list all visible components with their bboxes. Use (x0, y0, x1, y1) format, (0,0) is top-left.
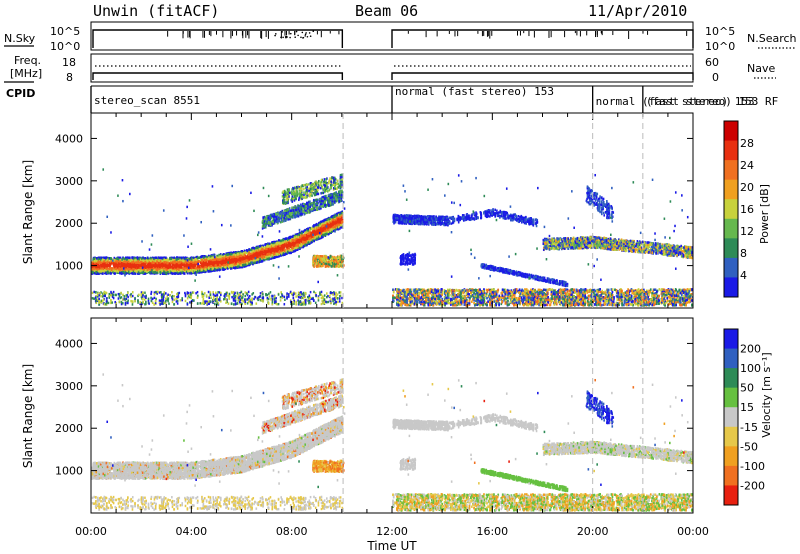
power-echo (193, 258, 196, 262)
power-echo (169, 259, 171, 263)
power-echo (109, 260, 111, 264)
power-echo (138, 266, 140, 269)
power-echo (194, 256, 196, 260)
power-echo (313, 234, 316, 237)
power-echo (227, 254, 230, 258)
power-echo (92, 260, 94, 263)
nave-label: Nave (747, 62, 775, 75)
freq-panel (90, 53, 694, 83)
power-echo (270, 257, 272, 260)
noise-left-tick-top: 10^5 (50, 25, 80, 38)
power-echo (182, 256, 185, 259)
cpid-segment-label: normal (fast stereo) 153 (395, 85, 554, 98)
power-echo (186, 256, 188, 260)
power-echo (170, 261, 172, 265)
power-echo (219, 253, 222, 256)
freq-left-tick-top: 18 (62, 56, 76, 69)
power-echo (265, 243, 268, 246)
power-echo (93, 266, 95, 269)
power-echo (215, 268, 218, 272)
cpid-segment-label: normal (fast stereo) 153 (596, 95, 755, 108)
power-echo (328, 223, 331, 226)
power-echo (176, 272, 178, 275)
power-echo (221, 264, 223, 267)
power-echo (212, 269, 214, 272)
power-echo (329, 226, 331, 229)
power-echo (292, 250, 294, 253)
power-echo (205, 270, 207, 273)
freq-left-label-1: Freq. (14, 54, 41, 67)
power-echo (285, 251, 288, 254)
cpid-row: stereo_scan 8551 normal (fast stereo) 153… (90, 85, 778, 113)
freq-right-tick-top: 60 (705, 56, 719, 69)
power-echo (277, 243, 280, 246)
power-echo (341, 225, 343, 228)
power-echo (264, 246, 267, 250)
power-echo (269, 247, 272, 250)
noise-left-tick-bottom: 10^0 (50, 40, 80, 53)
power-echo (314, 223, 317, 227)
noise-right-tick-bottom: 10^0 (705, 40, 735, 53)
power-echo (308, 233, 310, 236)
radar-title: Unwin (fitACF) (93, 2, 219, 20)
power-echo (244, 249, 246, 253)
power-echo (95, 261, 98, 265)
power-echo (296, 248, 299, 252)
power-echo (114, 263, 116, 266)
power-echo (215, 267, 218, 270)
power-echo (136, 272, 139, 275)
power-echo (306, 238, 309, 242)
power-echo (221, 253, 224, 257)
power-echo (164, 270, 166, 273)
noise-right-label: N.Search (747, 32, 797, 45)
power-echo (197, 267, 199, 271)
power-echo (197, 258, 199, 262)
cpid-segment-label: (fast stereo) 153 RF (646, 95, 778, 108)
freq-left-label-2: [MHz] (10, 67, 42, 80)
power-echo (240, 265, 243, 269)
noise-right-tick-top: 10^5 (705, 25, 735, 38)
noise-left-label: N.Sky (4, 32, 36, 45)
power-echo (190, 268, 193, 271)
power-echo (316, 227, 319, 231)
power-echo (217, 268, 219, 271)
noise-panel (90, 21, 694, 51)
power-echo (241, 265, 244, 269)
power-echo (231, 267, 233, 270)
power-echo (286, 246, 289, 250)
freq-left-tick-bottom: 8 (66, 71, 73, 84)
power-echo (148, 270, 150, 274)
power-echo (151, 269, 154, 273)
power-echo (292, 249, 295, 252)
power-echo (289, 251, 291, 255)
power-echo (218, 260, 221, 264)
power-echo (298, 237, 301, 241)
power-echo (328, 225, 331, 228)
cpid-label: CPID (6, 87, 35, 100)
power-echo (118, 259, 120, 263)
power-echo (341, 210, 344, 213)
power-echo (300, 246, 303, 249)
beam-title: Beam 06 (355, 2, 418, 20)
power-echo (242, 250, 244, 254)
power-echo (234, 266, 236, 270)
power-echo (340, 218, 343, 221)
power-echo (236, 258, 239, 261)
power-echo (157, 256, 160, 259)
power-echo (276, 240, 278, 243)
power-echo (119, 267, 121, 270)
power-echo (246, 255, 248, 259)
power-echo (236, 265, 238, 268)
power-echo (167, 258, 170, 262)
power-echo (147, 267, 150, 271)
power-echo (173, 264, 175, 268)
power-echo (286, 248, 289, 252)
freq-right-tick-bottom: 0 (712, 71, 719, 84)
power-echo (131, 266, 134, 270)
date-title: 11/Apr/2010 (588, 2, 687, 20)
cpid-segment-label: stereo_scan 8551 (94, 94, 200, 107)
